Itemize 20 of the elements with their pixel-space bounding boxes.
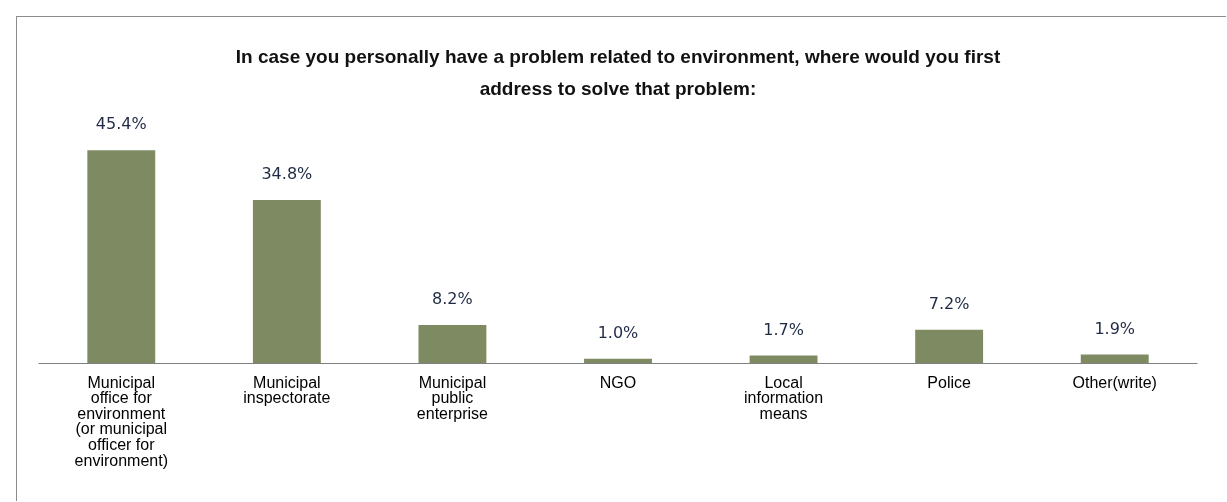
data-label: 34.8% <box>261 164 313 184</box>
data-label: 7.2% <box>928 293 970 313</box>
x-tick-label: NGO <box>599 373 637 391</box>
data-label: 1.9% <box>1094 318 1136 338</box>
data-label: 1.0% <box>597 322 639 342</box>
x-tick-label: Police <box>927 373 972 391</box>
data-label: 45.4% <box>95 114 147 134</box>
x-tick-label: Municipal public enterprise <box>416 373 489 422</box>
x-tick-label: Local information means <box>744 373 824 422</box>
bar <box>1080 354 1149 364</box>
bar <box>418 324 487 364</box>
chart-title: In case you personally have a problem related to environment, where would you first address to solve that problem: <box>235 46 1001 99</box>
bar <box>87 150 156 364</box>
x-tick-label: Municipal inspectorate <box>243 373 331 407</box>
data-label: 8.2% <box>432 288 473 308</box>
data-label: 1.7% <box>763 319 804 339</box>
bar <box>252 200 321 364</box>
x-tick-label: Other(write) <box>1072 373 1157 391</box>
bar <box>915 329 984 364</box>
x-tick-label: Municipal office for environment (or municipal officer for environment) <box>74 373 168 469</box>
